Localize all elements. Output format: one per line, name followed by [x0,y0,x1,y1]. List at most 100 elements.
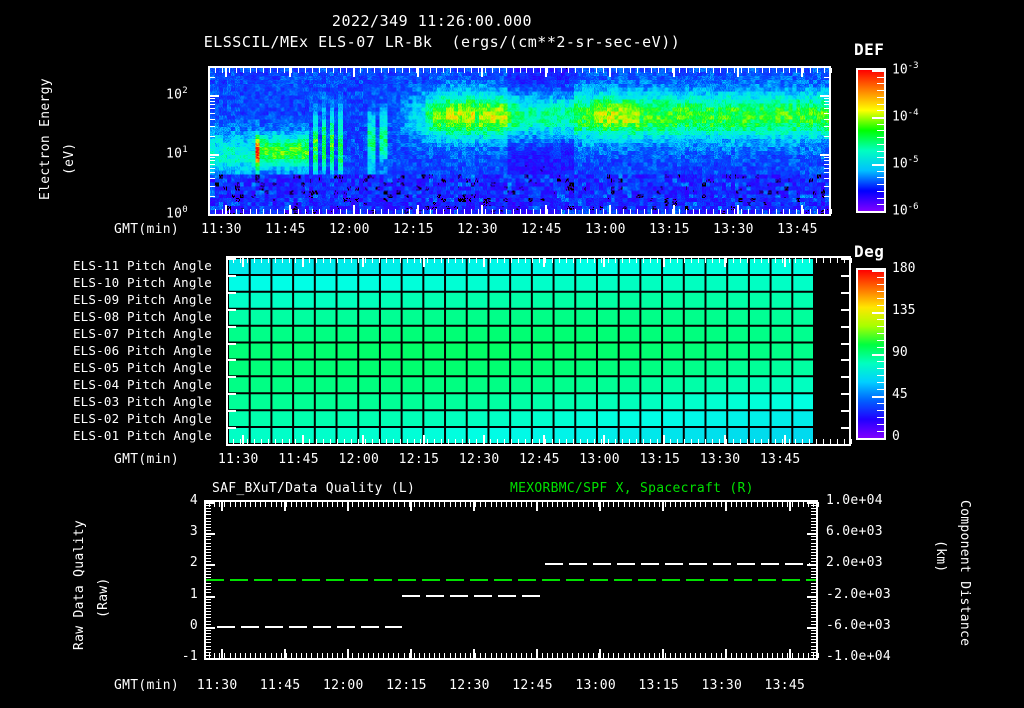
spacecraft-distance-line [662,579,680,581]
data-quality-step-2 [688,563,707,566]
data-quality-step-0 [336,625,355,628]
def-colorbar-tick-3: 10-6 [892,202,919,219]
data-quality-step-2 [592,563,611,566]
spectrogram-xtick-1130: 11:30 [201,222,242,237]
pitch-angle-xtick-1130: 11:30 [218,452,259,467]
spectrogram-xtick-1345: 13:45 [777,222,818,237]
pitch-angle-row-label-10: ELS-01 Pitch Angle [72,427,212,443]
spacecraft-distance-line [350,579,368,581]
bottom-panel-title-left: SAF_BXuT/Data Quality (L) [212,481,416,496]
spectrogram-ytick-1e1: 101 [166,145,188,162]
spectrogram-ytick-1e2: 102 [166,85,188,103]
component-distance-ytick-2: 2.0e+03 [826,555,883,571]
data-quality-step-2 [640,563,659,566]
data-quality-ytick-3: 3 [189,524,198,540]
spacecraft-distance-line [518,579,536,581]
deg-colorbar-tick-90: 90 [892,345,908,360]
data-quality-ylabel-line1: Raw Data Quality [72,519,87,650]
spectrogram-xtick-1315: 13:15 [649,222,690,237]
data-quality-step-2 [808,563,810,566]
data-quality-step-0 [384,625,402,628]
pitch-angle-row-label-7: ELS-04 Pitch Angle [72,376,212,392]
spacecraft-distance-line [422,579,440,581]
data-quality-xtick-1300: 13:00 [575,678,616,693]
pitch-angle-xtick-1230: 12:30 [458,452,500,467]
component-distance-ytick-1: 6.0e+03 [826,524,883,540]
data-quality-step-2 [712,563,731,566]
spacecraft-distance-line [254,579,272,581]
def-colorbar-tick-1: 10-4 [892,108,919,125]
spacecraft-distance-line [566,579,584,581]
data-quality-step-2 [568,563,587,566]
data-quality-step-0 [288,625,307,628]
component-distance-ylabel-line1: Component Distance [957,500,972,647]
component-distance-ytick-4: -6.0e+03 [826,617,892,633]
spacecraft-distance-line [302,579,320,581]
data-quality-xtick-1315: 13:15 [638,678,680,693]
data-quality-step-0 [264,625,283,628]
spacecraft-distance-line [470,579,488,581]
pitch-angle-xtick-1315: 13:15 [639,452,681,467]
spacecraft-distance-line [374,579,392,581]
spectrogram-xtick-1145: 11:45 [265,222,306,237]
spectrogram-xtick-1215: 12:15 [393,222,434,237]
spacecraft-distance-line [710,579,728,581]
component-distance-ytick-5: -1.0e+04 [826,649,892,664]
pitch-angle-xtick-1245: 12:45 [519,452,560,467]
data-quality-ytick-1: 1 [189,586,198,602]
spacecraft-distance-line [614,579,632,581]
pitch-angle-xtick-1145: 11:45 [278,452,319,467]
data-quality-step-2 [736,563,755,566]
pitch-angle-row-label-0: ELS-11 Pitch Angle [72,258,212,274]
data-quality-step-2 [544,563,563,566]
component-distance-ytick-0: 1.0e+04 [826,493,883,508]
spacecraft-distance-line [398,579,416,581]
def-colorbar [856,68,886,213]
data-quality-step-2 [760,563,779,566]
spectrogram-xtick-1245: 12:45 [521,222,562,237]
pitch-angle-row-label-3: ELS-08 Pitch Angle [72,309,212,325]
data-quality-step-2 [664,563,683,566]
data-quality-xtick-1245: 12:45 [512,678,553,693]
deg-colorbar-tick-180: 180 [892,261,916,276]
component-distance-ytick-3: -2.0e+03 [826,586,892,602]
data-quality-ytick-4: 4 [189,493,198,508]
deg-colorbar-tick-45: 45 [892,387,908,402]
def-colorbar-tick-0: 10-3 [892,61,919,78]
spacecraft-distance-line [278,579,296,581]
data-quality-step-1 [401,594,420,597]
pitch-angle-xlabel: GMT(min) [114,452,180,467]
spectrogram-xtick-1300: 13:00 [585,222,626,237]
spacecraft-distance-line [230,579,248,581]
plot-datetime-title: 2022/349 11:26:00.000 [331,12,533,30]
spectrogram-ylabel-line2: (eV) [62,142,77,175]
data-quality-step-0 [360,625,379,628]
spacecraft-distance-line [494,579,512,581]
pitch-angle-row-label-4: ELS-07 Pitch Angle [72,326,212,342]
data-quality-step-1 [521,594,540,597]
pitch-angle-row-label-8: ELS-03 Pitch Angle [72,393,212,409]
data-quality-panel-frame [204,500,818,660]
data-quality-step-0 [312,625,331,628]
pitch-angle-grid [228,258,814,444]
pitch-angle-row-label-5: ELS-06 Pitch Angle [72,343,212,358]
deg-colorbar-tick-135: 135 [892,303,916,318]
spacecraft-distance-line [206,579,224,581]
data-quality-xtick-1130: 11:30 [196,678,238,693]
spectrogram-xtick-1330: 13:30 [713,222,754,237]
pitch-angle-xtick-1215: 12:15 [398,452,440,467]
electron-energy-spectrogram [210,68,829,214]
data-quality-ytick-2: 2 [189,555,198,571]
data-quality-step-0 [216,625,235,628]
data-quality-step-1 [425,594,444,597]
pitch-angle-row-label-1: ELS-10 Pitch Angle [72,275,212,291]
spacecraft-distance-line [638,579,656,581]
spacecraft-distance-line [806,579,816,581]
spacecraft-distance-line [686,579,704,581]
def-colorbar-title: DEF [854,40,885,59]
def-colorbar-tick-2: 10-5 [892,155,919,172]
data-quality-xlabel: GMT(min) [114,678,180,693]
spacecraft-distance-line [782,579,800,581]
spectrogram-xtick-1230: 12:30 [457,222,498,237]
